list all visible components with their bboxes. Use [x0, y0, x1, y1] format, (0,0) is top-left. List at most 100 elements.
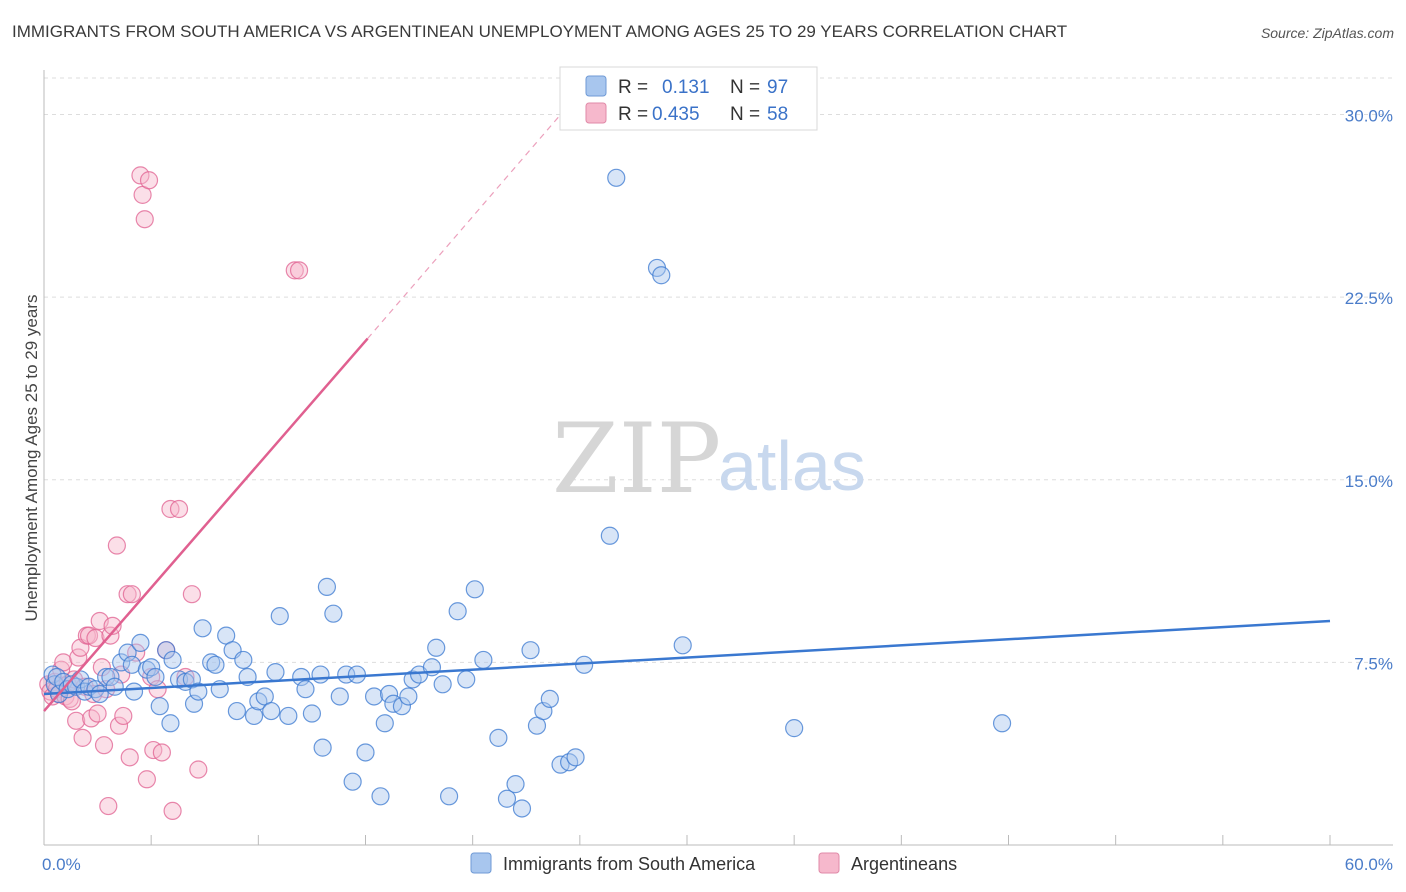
y-tick-label-0: 7.5% — [1354, 654, 1393, 673]
trend-lines — [43, 109, 1331, 712]
south-america-point-52 — [311, 665, 330, 684]
watermark-atlas: atlas — [718, 427, 866, 505]
south-america-point-47 — [270, 607, 289, 626]
south-america-point-72 — [433, 675, 452, 694]
south-america-point-39 — [227, 701, 246, 721]
south-america-point-22 — [142, 658, 161, 677]
south-america-point-74 — [448, 602, 467, 621]
south-america-point-62 — [371, 787, 390, 806]
south-america-point-61 — [364, 687, 384, 706]
argentineans-point-28 — [99, 796, 118, 816]
south-america-point-14 — [101, 667, 120, 687]
south-america-point-16 — [112, 653, 131, 672]
series-legend-blue-swatch — [470, 852, 492, 874]
south-america-point-90 — [600, 526, 619, 545]
argentineans-point-22 — [86, 628, 105, 648]
south-america-point-19 — [124, 682, 144, 701]
argentineans-point-32 — [109, 716, 129, 735]
argentineans-point-50 — [163, 801, 182, 821]
argentineans-point-51 — [169, 499, 189, 519]
argentineans-point-35 — [118, 585, 137, 604]
south-america-point-15 — [105, 677, 124, 696]
y-tick-label-1: 15.0% — [1345, 472, 1393, 491]
south-america-point-27 — [163, 650, 182, 670]
south-america-point-93 — [652, 266, 671, 285]
south-america-point-73 — [439, 787, 459, 806]
argentineans-point-42 — [137, 770, 156, 789]
argentineans-point-47 — [152, 743, 171, 762]
argentineans-point-37 — [122, 585, 141, 604]
grid-lines — [44, 77, 1393, 663]
south-america-point-54 — [317, 577, 337, 596]
x-tick-label-0: 0.0% — [42, 855, 81, 874]
y-axis-label: Unemployment Among Ages 25 to 29 years — [22, 295, 41, 622]
south-america-point-82 — [521, 641, 540, 660]
south-america-point-88 — [566, 748, 585, 767]
south-america-point-55 — [324, 604, 343, 623]
south-america-point-12 — [90, 684, 109, 704]
south-america-point-81 — [512, 799, 532, 818]
south-america-trend-line — [43, 619, 1331, 696]
south-america-point-45 — [262, 701, 281, 721]
south-america-point-91 — [607, 168, 626, 187]
watermark: ZIP atlas — [552, 403, 866, 515]
south-america-point-58 — [343, 772, 362, 791]
argentineans-point-23 — [88, 704, 107, 723]
legend-blue-r-label: R = — [618, 77, 648, 98]
argentineans-point-31 — [107, 536, 126, 555]
argentineans-point-13 — [67, 711, 86, 730]
south-america-point-76 — [465, 580, 484, 599]
south-america-point-25 — [157, 641, 176, 660]
legend-blue-n-label: N = — [730, 77, 760, 98]
south-america-point-56 — [330, 687, 349, 706]
argentineans-point-34 — [114, 706, 133, 726]
south-america-point-48 — [279, 706, 298, 726]
argentineans-point-16 — [73, 728, 92, 747]
south-america-point-85 — [540, 689, 559, 709]
argentineans-point-30 — [103, 616, 122, 635]
south-america-point-24 — [150, 697, 169, 716]
y-tick-label-3: 30.0% — [1345, 107, 1393, 126]
south-america-point-64 — [379, 684, 399, 704]
legend-blue-n-value: 97 — [767, 77, 788, 98]
argentineans-point-56 — [289, 261, 309, 280]
south-america-point-32 — [189, 682, 208, 701]
legend-blue-r-value: 0.131 — [662, 77, 710, 98]
south-america-point-67 — [399, 687, 418, 706]
x-tick-label-1: 60.0% — [1345, 855, 1393, 874]
south-america-point-57 — [337, 665, 356, 684]
south-america-point-96 — [992, 714, 1012, 733]
x-tick-labels: 0.0% 60.0% — [42, 855, 1393, 874]
south-america-point-80 — [506, 775, 525, 794]
correlation-legend: R = 0.131 N = 97 R = 0.435 N = 58 — [559, 66, 818, 131]
south-america-point-75 — [457, 670, 476, 689]
south-america-point-51 — [302, 704, 322, 723]
south-america-point-79 — [497, 789, 517, 808]
argentineans-trend-extension — [367, 109, 566, 339]
south-america-point-35 — [206, 655, 225, 674]
legend-pink-r-value: 0.435 — [652, 104, 700, 125]
argentineans-point-26 — [94, 736, 114, 755]
south-america-point-50 — [296, 680, 315, 699]
south-america-point-53 — [313, 738, 332, 757]
legend-pink-n-value: 58 — [767, 104, 788, 125]
series-legend-blue-label: Immigrants from South America — [503, 854, 756, 874]
y-tick-labels: 7.5% 15.0% 22.5% 30.0% — [1345, 107, 1393, 674]
south-america-point-60 — [356, 743, 375, 762]
south-america-point-18 — [122, 655, 141, 674]
chart-title: IMMIGRANTS FROM SOUTH AMERICA VS ARGENTI… — [12, 22, 1068, 41]
south-america-point-40 — [234, 650, 253, 670]
legend-blue-swatch — [585, 75, 607, 97]
x-ticks — [150, 835, 1331, 845]
argentineans-point-39 — [131, 166, 150, 185]
south-america-point-23 — [146, 667, 165, 687]
south-america-point-95 — [785, 719, 804, 738]
argentineans-point-41 — [135, 210, 154, 229]
argentineans-point-36 — [120, 748, 139, 767]
south-america-point-20 — [131, 633, 150, 653]
watermark-zip: ZIP — [552, 403, 721, 515]
south-america-point-46 — [266, 663, 285, 682]
argentineans-points — [39, 166, 309, 821]
argentineans-point-55 — [285, 261, 304, 280]
